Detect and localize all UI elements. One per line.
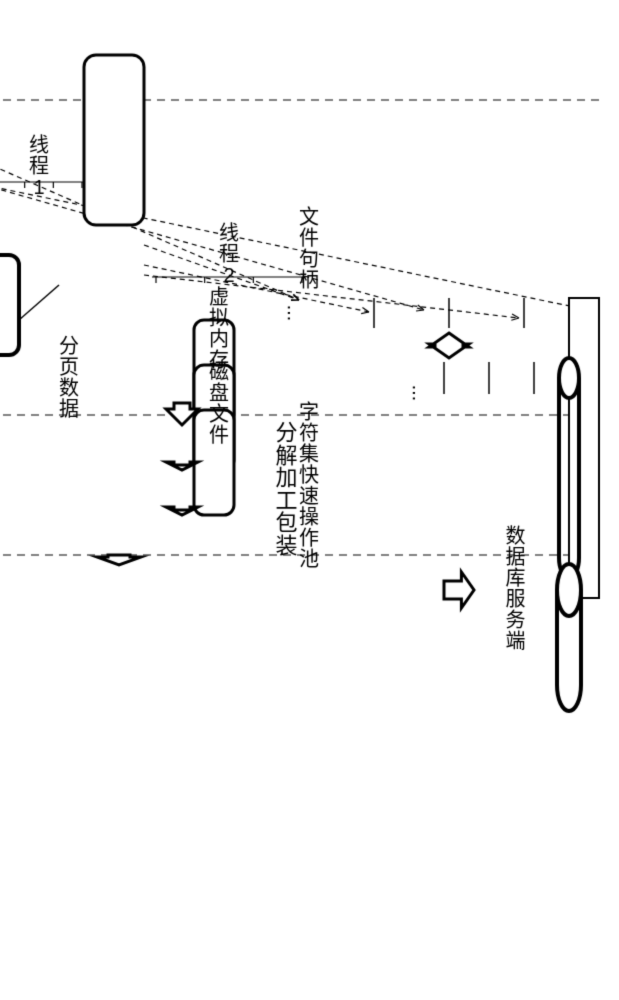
diagram-canvas xyxy=(0,0,619,1000)
